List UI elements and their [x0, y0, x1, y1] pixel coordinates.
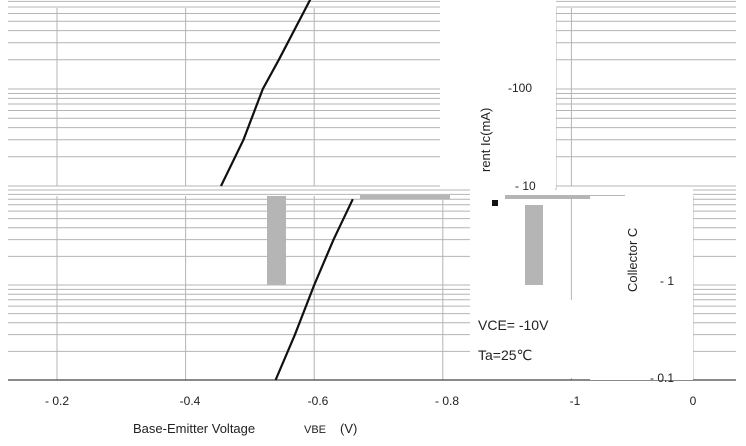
series-line-0 — [274, 198, 354, 381]
dark-marker — [492, 200, 498, 206]
ylabel-upper: rent Ic(mA) — [478, 108, 493, 172]
x-tick-label: - 0.8 — [435, 394, 459, 408]
y-tick-label: -100 — [508, 81, 532, 95]
annotation-ta: Ta=25℃ — [478, 347, 532, 363]
ylabel-rotated: Collector C — [625, 228, 640, 292]
xlabel-main: Base-Emitter Voltage — [133, 421, 255, 436]
xlabel-symbol: VBE — [304, 424, 326, 436]
x-tick-label: -0.6 — [308, 394, 329, 408]
y-tick-label: - 10 — [515, 179, 536, 193]
gray-block — [525, 205, 543, 285]
white-mask — [590, 196, 693, 380]
white-mask — [440, 8, 556, 188]
annotation-vce: VCE= -10V — [478, 317, 549, 333]
xlabel-unit: (V) — [340, 421, 357, 436]
series — [220, 0, 354, 381]
tick-labels: - 0.2 -0.4 -0.6 - 0.8 -1 0 -100 - 10 - 1 - 0.1 — [45, 81, 697, 408]
gray-block — [267, 196, 286, 285]
x-tick-label: - 0.2 — [45, 394, 69, 408]
white-masks — [440, 8, 693, 380]
y-tick-label: - 0.1 — [650, 371, 674, 385]
grid — [8, 0, 736, 381]
x-tick-label: -0.4 — [180, 394, 201, 408]
gray-block — [505, 195, 625, 199]
gray-block — [360, 195, 450, 199]
x-tick-label: -1 — [570, 394, 581, 408]
y-tick-label: - 1 — [660, 274, 674, 288]
series-line-1 — [220, 0, 312, 187]
x-tick-label: 0 — [690, 394, 697, 408]
